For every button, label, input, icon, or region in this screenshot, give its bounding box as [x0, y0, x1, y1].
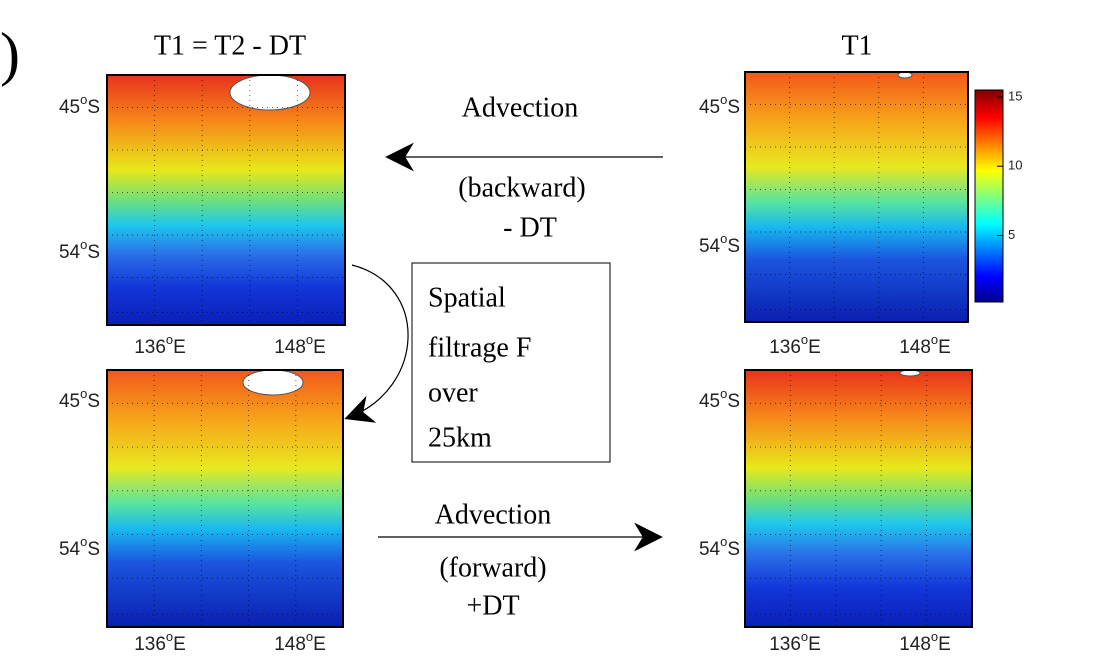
map [745, 370, 972, 627]
coord-label: 148oE [274, 629, 326, 655]
arrow-label: +DT [466, 590, 519, 621]
map-frame [744, 71, 969, 323]
coord-degree: o [80, 92, 87, 107]
coord-degree: o [931, 629, 938, 644]
coord-hemisphere: E [938, 634, 951, 655]
coord-degree: o [80, 237, 87, 252]
coord-number: 148 [899, 337, 931, 358]
coord-hemisphere: E [938, 337, 951, 358]
coord-degree: o [166, 332, 173, 347]
coord-label: 54oS [59, 237, 100, 263]
coord-hemisphere: S [87, 391, 100, 412]
map-frame [744, 369, 973, 628]
map-frame [106, 74, 346, 326]
colorbar-tick-label: 15 [1008, 88, 1022, 103]
coord-hemisphere: S [727, 391, 740, 412]
coord-number: 54 [59, 242, 81, 263]
panel-title: T1 = T2 - DT [154, 30, 306, 61]
arrow-label: Advection [435, 499, 552, 530]
coord-degree: o [801, 332, 808, 347]
coord-hemisphere: E [808, 337, 821, 358]
box-text: filtrage F [428, 332, 531, 363]
coord-degree: o [166, 629, 173, 644]
box-text: over [428, 377, 478, 408]
colorbar-tick-label: 10 [1008, 158, 1022, 173]
coord-number: 136 [134, 634, 166, 655]
coord-number: 148 [274, 634, 306, 655]
colorbar-tick-label: 5 [1008, 227, 1015, 242]
coord-number: 148 [274, 337, 306, 358]
coord-number: 45 [699, 391, 720, 412]
panel-title: T1 [841, 30, 872, 61]
map [107, 370, 343, 627]
coord-hemisphere: E [313, 634, 326, 655]
coord-number: 45 [699, 97, 720, 118]
coord-hemisphere: E [173, 634, 186, 655]
coord-hemisphere: S [727, 236, 740, 257]
colorbar [974, 89, 1004, 303]
arrow-label: - DT [503, 212, 557, 243]
arrow-label: Advection [462, 92, 579, 123]
map [745, 72, 968, 322]
coord-degree: o [80, 386, 87, 401]
coord-label: 54oS [699, 534, 740, 560]
coord-label: 136oE [769, 332, 821, 358]
coord-label: 45oS [59, 386, 100, 412]
land-mask [242, 369, 304, 396]
coord-number: 54 [699, 236, 721, 257]
coord-number: 136 [769, 634, 801, 655]
coord-degree: o [720, 231, 727, 246]
coord-hemisphere: S [87, 97, 100, 118]
coord-degree: o [931, 332, 938, 347]
coord-label: 45oS [59, 92, 100, 118]
box-text: Spatial [428, 282, 506, 313]
coord-number: 148 [899, 634, 931, 655]
coord-label: 148oE [899, 332, 951, 358]
map [107, 75, 345, 325]
coord-hemisphere: S [727, 539, 740, 560]
coord-number: 136 [134, 337, 166, 358]
coord-hemisphere: E [808, 634, 821, 655]
arrow-label: (backward) [458, 172, 585, 203]
coord-hemisphere: E [313, 337, 326, 358]
coord-hemisphere: E [173, 337, 186, 358]
coord-label: 136oE [134, 332, 186, 358]
coord-degree: o [80, 534, 87, 549]
box-text: 25km [428, 422, 492, 453]
filter-box [411, 262, 611, 463]
coord-label: 136oE [769, 629, 821, 655]
coord-number: 45 [59, 97, 80, 118]
coord-label: 148oE [274, 332, 326, 358]
coord-degree: o [306, 332, 313, 347]
arrow-label: (forward) [439, 552, 546, 583]
coord-label: 54oS [699, 231, 740, 257]
coord-degree: o [720, 386, 727, 401]
coord-degree: o [306, 629, 313, 644]
arrow [344, 264, 409, 423]
coord-number: 54 [699, 539, 721, 560]
coord-hemisphere: S [727, 97, 740, 118]
coord-label: 136oE [134, 629, 186, 655]
coord-label: 45oS [699, 92, 740, 118]
coord-label: 148oE [899, 629, 951, 655]
coord-degree: o [801, 629, 808, 644]
land-mask [229, 74, 311, 111]
coord-number: 136 [769, 337, 801, 358]
coord-hemisphere: S [87, 242, 100, 263]
panel-label: ) [0, 21, 20, 87]
coord-hemisphere: S [87, 539, 100, 560]
coord-label: 45oS [699, 386, 740, 412]
coord-label: 54oS [59, 534, 100, 560]
coord-number: 45 [59, 391, 80, 412]
coord-degree: o [720, 92, 727, 107]
map-frame [106, 369, 344, 628]
coord-number: 54 [59, 539, 81, 560]
coord-degree: o [720, 534, 727, 549]
